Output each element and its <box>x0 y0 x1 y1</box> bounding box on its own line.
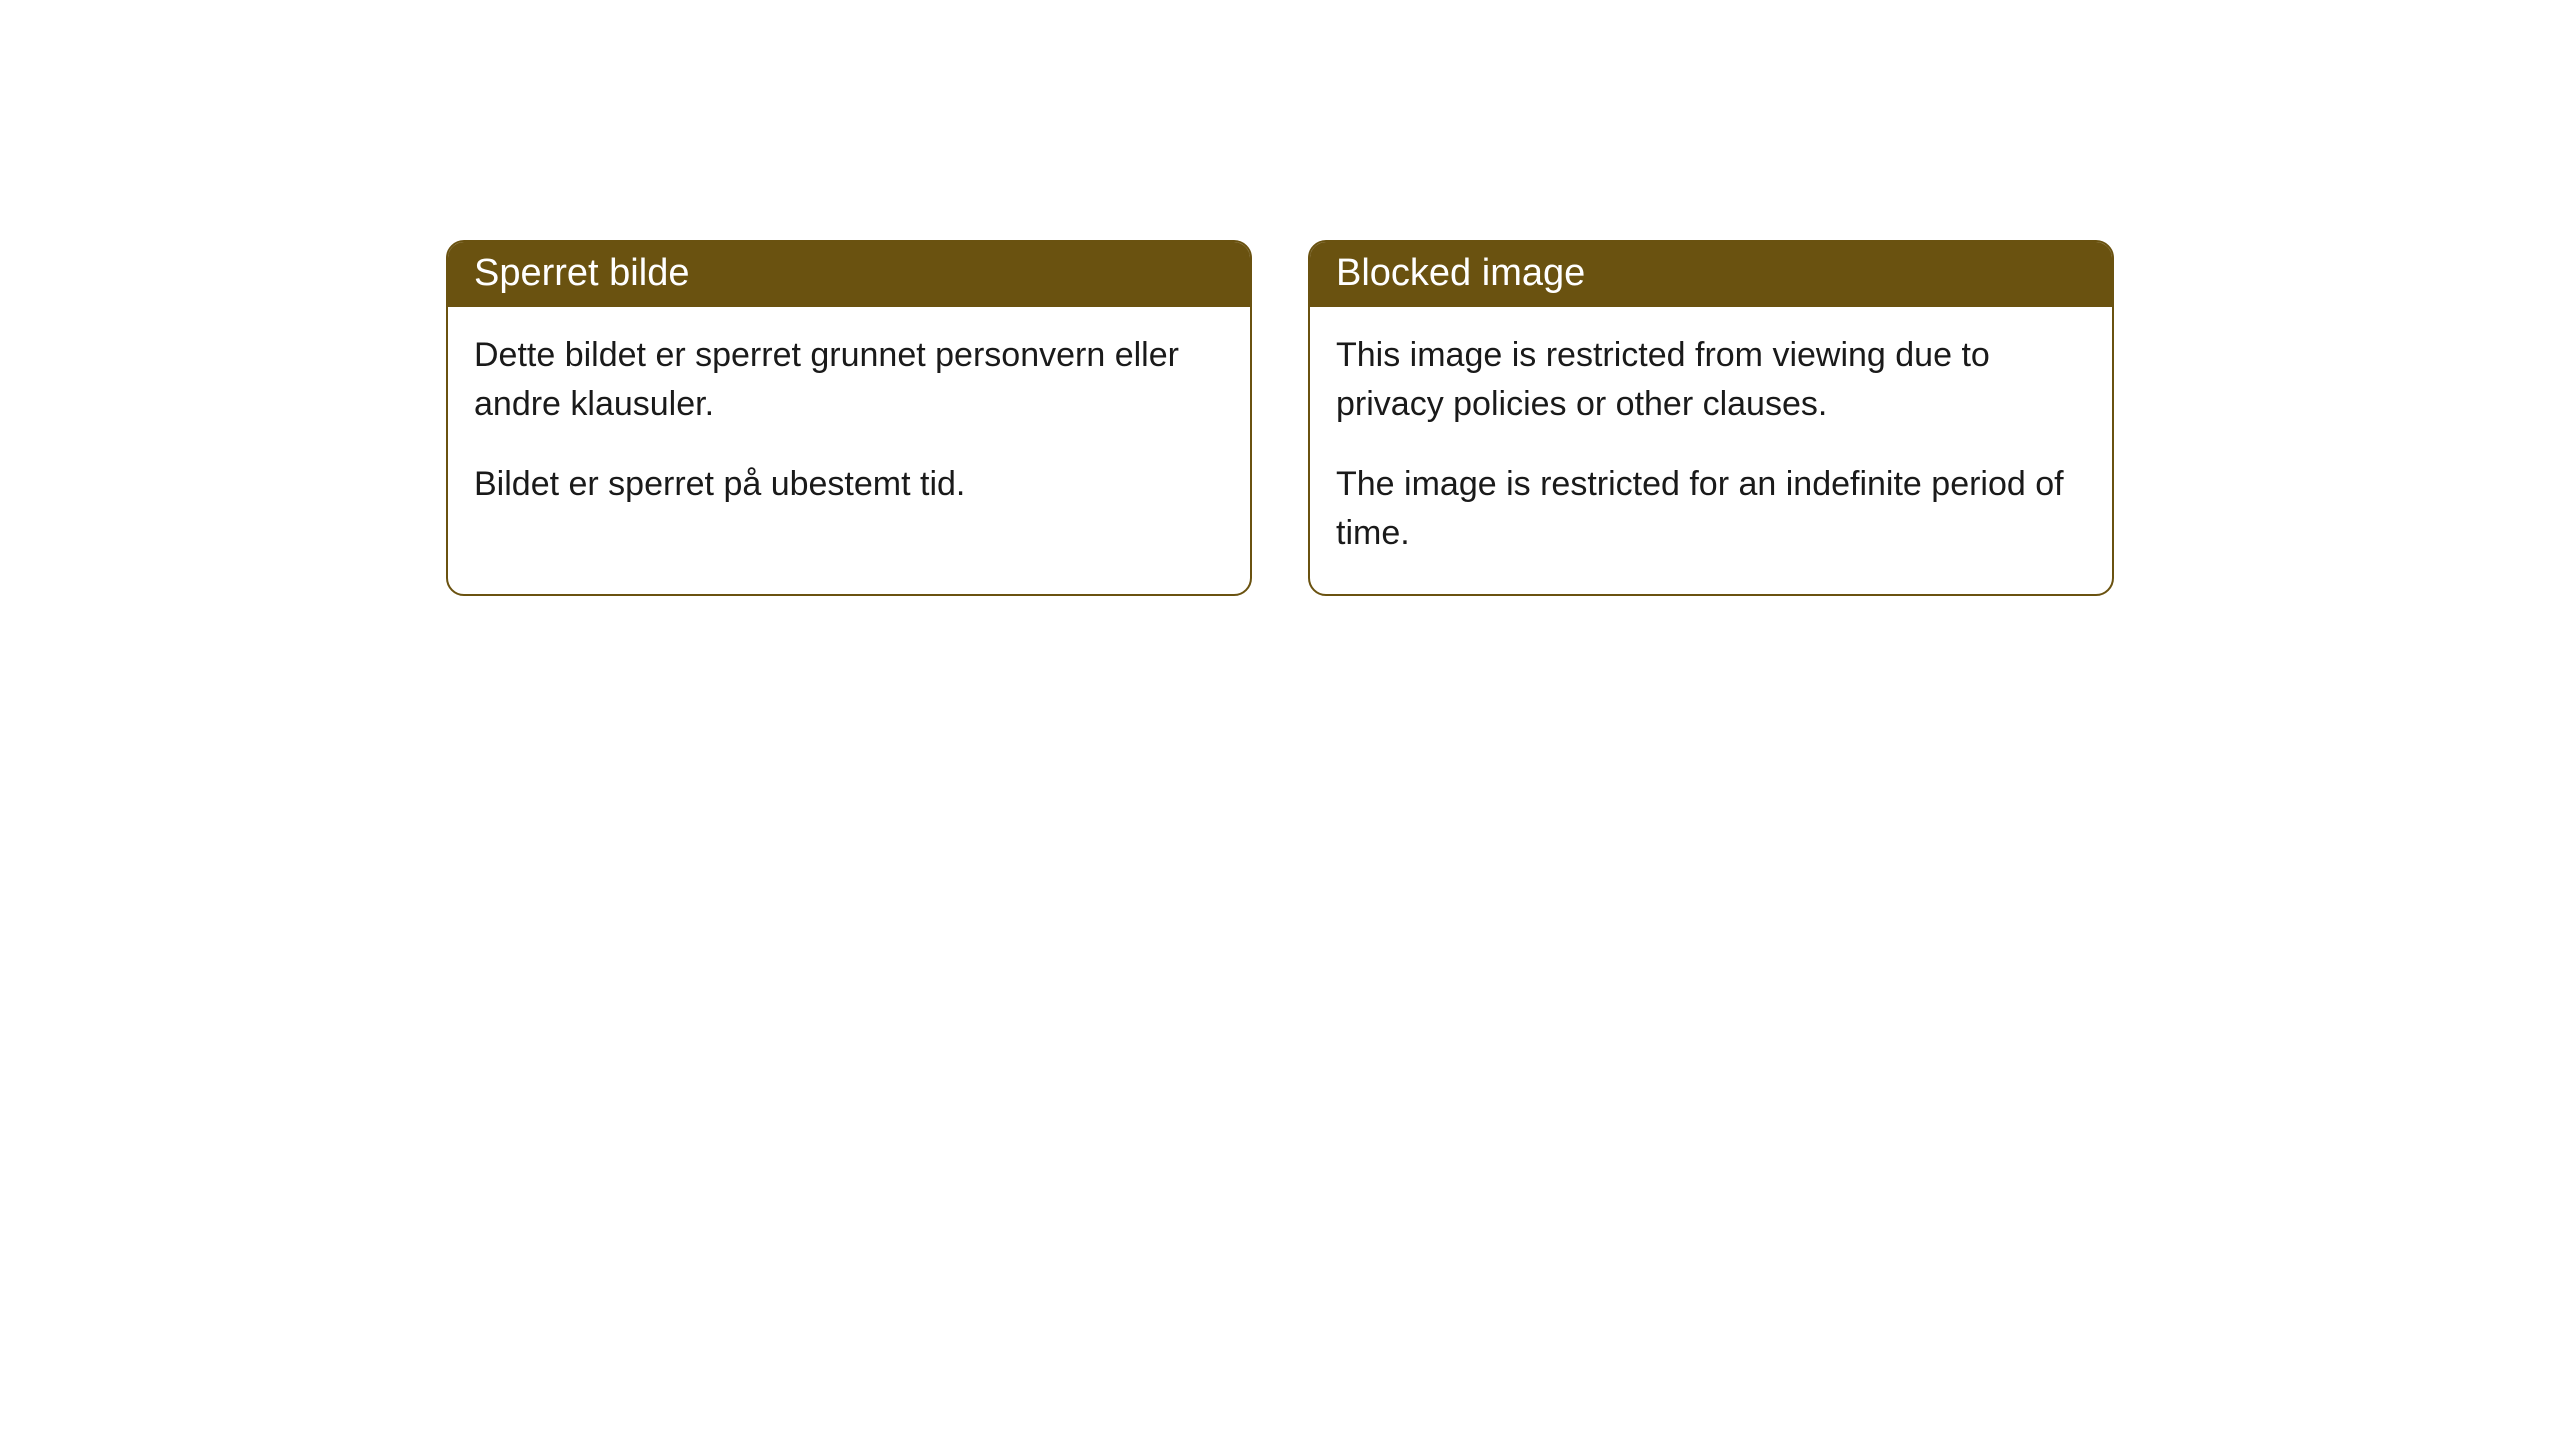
card-norwegian: Sperret bilde Dette bildet er sperret gr… <box>446 240 1252 596</box>
card-english-paragraph-1: This image is restricted from viewing du… <box>1336 331 2086 430</box>
card-english-paragraph-2: The image is restricted for an indefinit… <box>1336 460 2086 559</box>
card-english: Blocked image This image is restricted f… <box>1308 240 2114 596</box>
card-norwegian-header: Sperret bilde <box>448 242 1250 307</box>
card-norwegian-body: Dette bildet er sperret grunnet personve… <box>448 307 1250 545</box>
cards-container: Sperret bilde Dette bildet er sperret gr… <box>0 240 2560 596</box>
card-norwegian-paragraph-2: Bildet er sperret på ubestemt tid. <box>474 460 1224 509</box>
card-english-body: This image is restricted from viewing du… <box>1310 307 2112 594</box>
card-english-header: Blocked image <box>1310 242 2112 307</box>
card-norwegian-paragraph-1: Dette bildet er sperret grunnet personve… <box>474 331 1224 430</box>
